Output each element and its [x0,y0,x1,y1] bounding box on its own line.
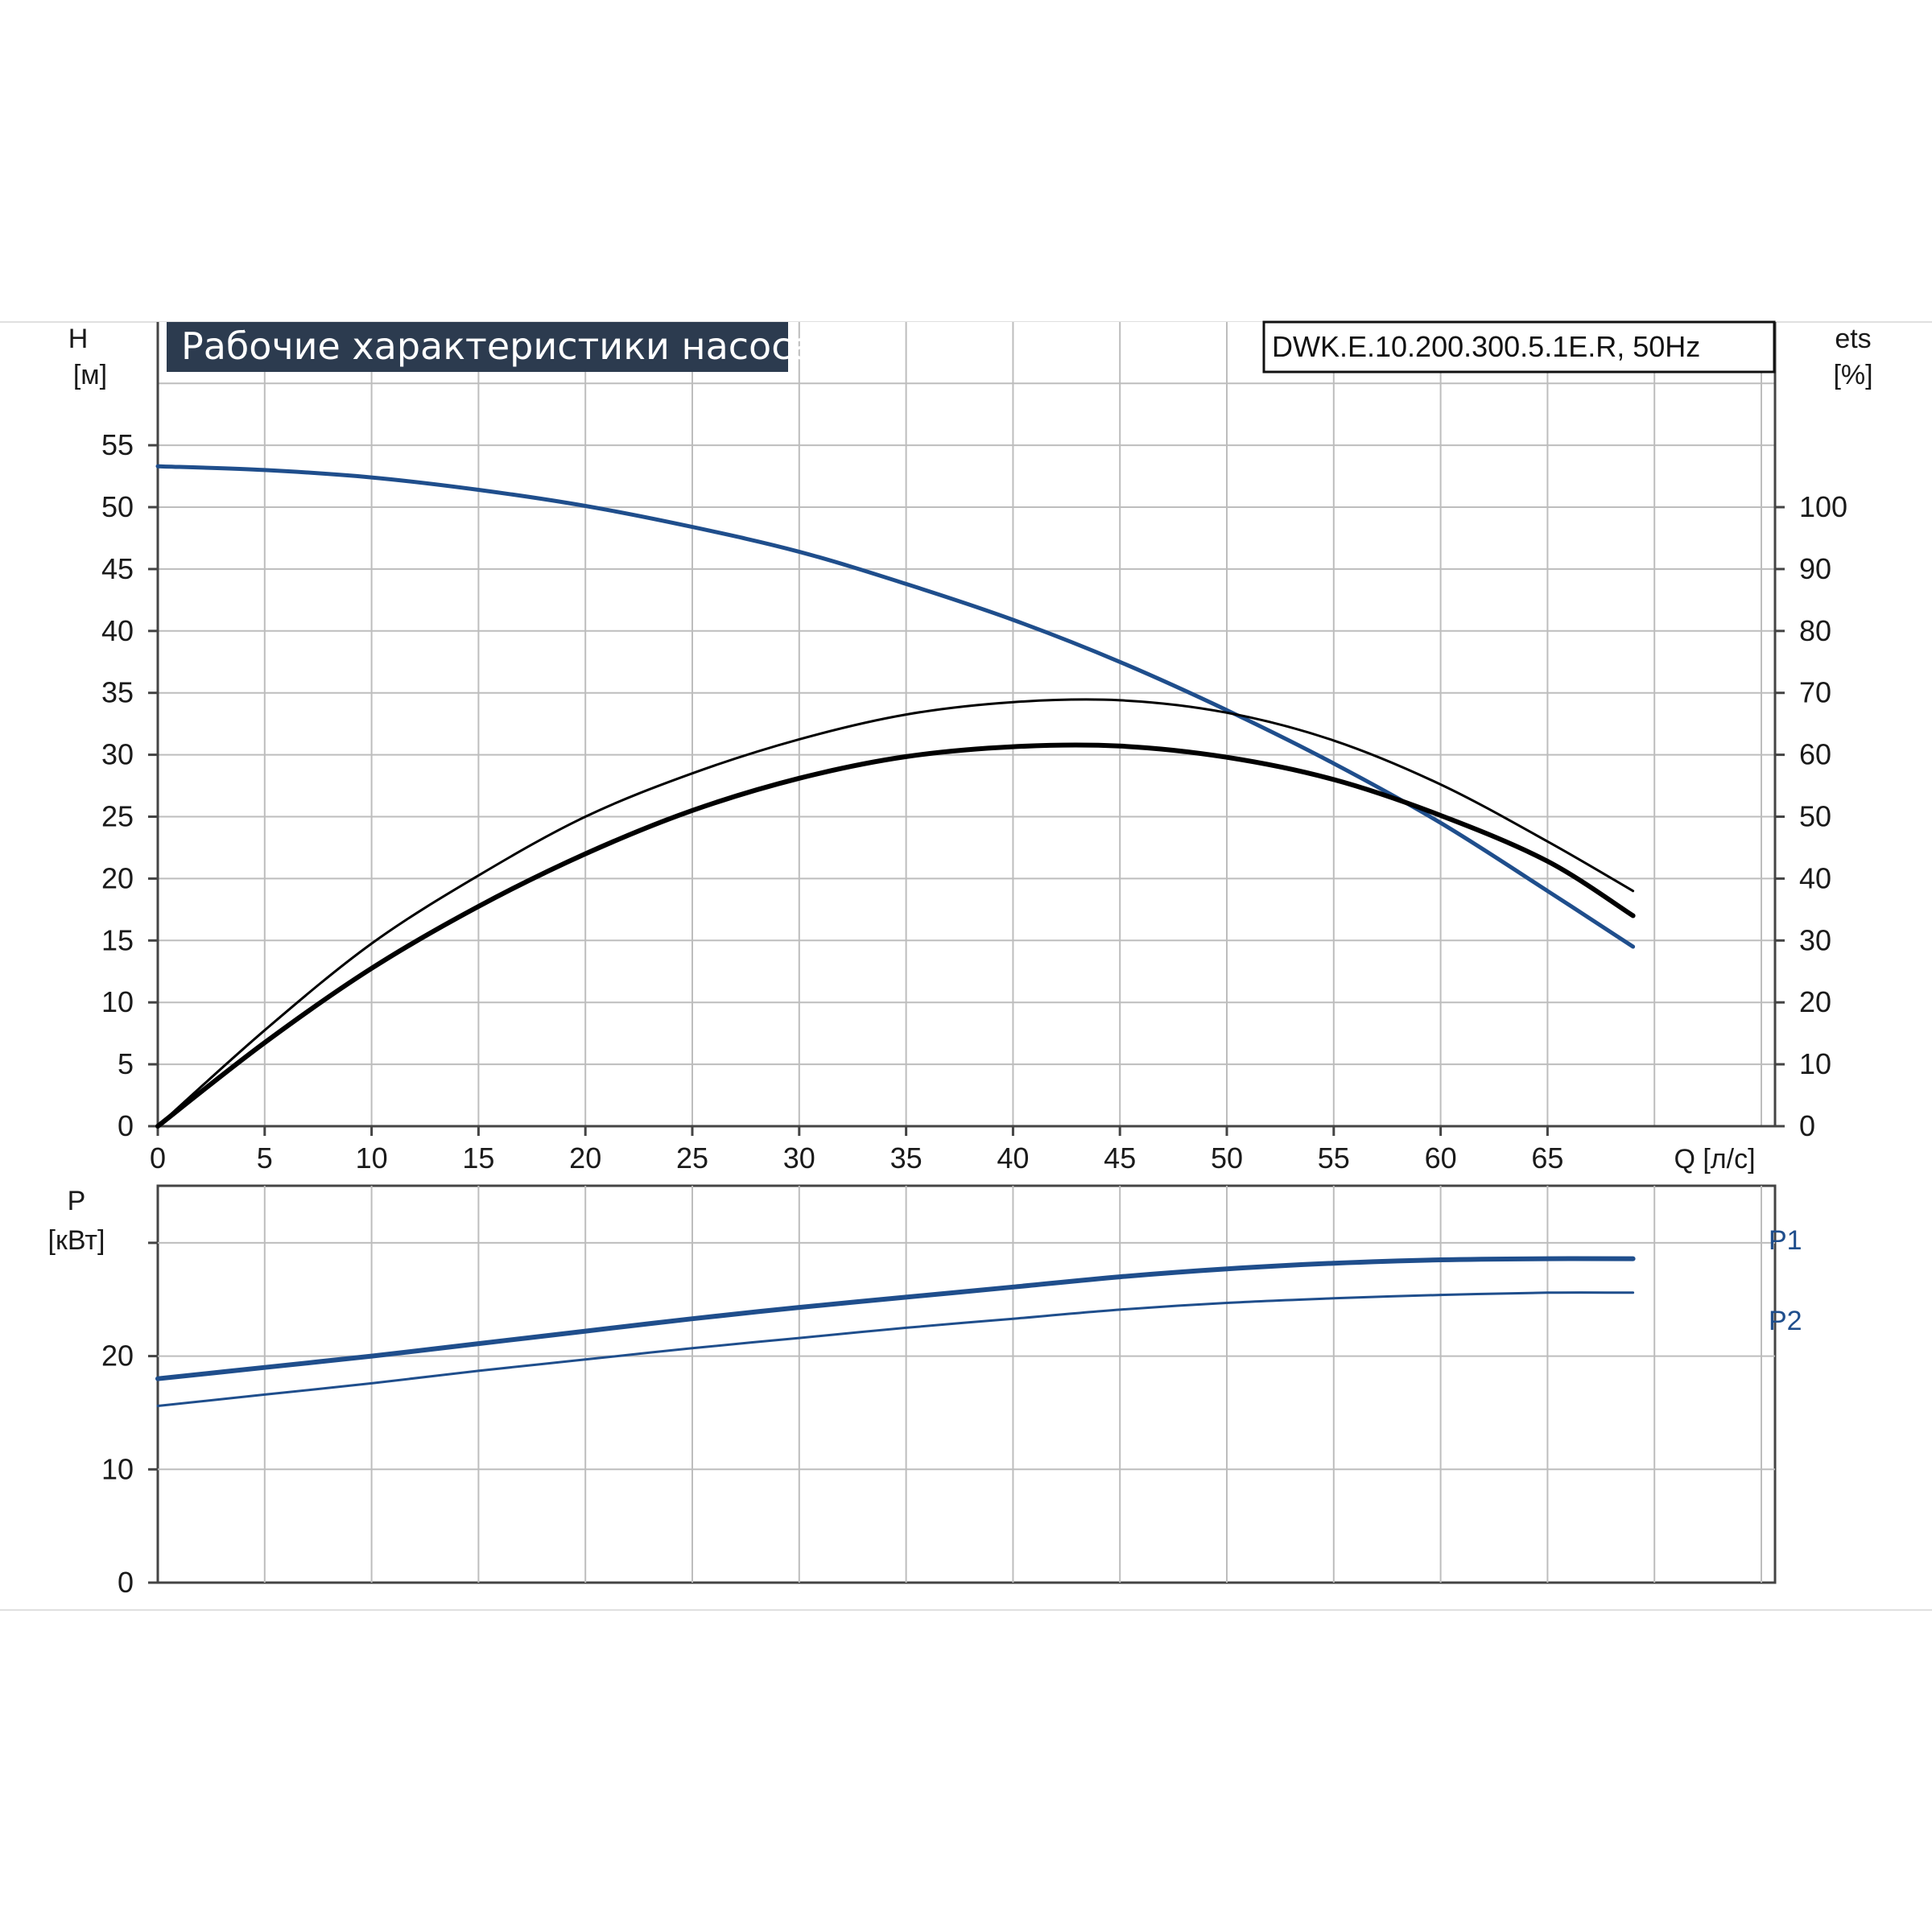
y-tick-label: 20 [101,861,134,894]
main-plot-area [158,322,1775,1126]
y2-tick-label: 90 [1799,552,1831,585]
p-tick-label: 20 [101,1340,134,1373]
q-axis-label: Q [л/с] [1674,1144,1755,1174]
x-tick-label: 50 [1211,1141,1243,1174]
y-tick-label: 50 [101,490,134,523]
x-tick-label: 25 [676,1141,708,1174]
power-curve-p1 [155,1256,1636,1381]
x-tick-label: 30 [783,1141,815,1174]
x-tick-label: 0 [150,1141,166,1174]
y2-tick-label: 70 [1799,676,1831,709]
model-label: DWK.E.10.200.300.5.1E.R, 50Hz [1272,330,1700,363]
x-tick-label: 55 [1318,1141,1350,1174]
p-tick-label: 10 [101,1452,134,1485]
chart-title: Рабочие характеристики насоса [181,324,815,368]
efficiency-curve-thick [155,742,1636,1129]
p-axis-label: P [68,1186,86,1216]
eta-axis-label: ets [1835,324,1871,354]
y-tick-label: 55 [101,428,134,461]
model-box [1262,320,1776,374]
main-chart-ticks: 0 5 10 15 20 25 30 35 40 45 50 55 60 65 0 5 10 15 20 25 30 35… [101,428,1847,1174]
power-curve-p2 [156,1291,1635,1407]
y2-tick-label: 40 [1799,861,1831,894]
x-tick-label: 65 [1531,1141,1563,1174]
y-tick-label: 45 [101,552,134,585]
p-tick-label: 0 [118,1566,134,1599]
series-label-p1: P1 [1769,1225,1802,1256]
title-box [167,322,788,372]
x-tick-label: 5 [257,1141,273,1174]
x-tick-label: 10 [356,1141,388,1174]
y2-tick-label: 100 [1799,490,1847,523]
series-label-p2: P2 [1769,1306,1802,1336]
power-chart-curves: P1 P2 [155,1225,1802,1407]
y-tick-label: 35 [101,676,134,709]
y2-tick-label: 50 [1799,800,1831,833]
y-tick-label: 30 [101,738,134,771]
y2-tick-label: 0 [1799,1109,1815,1142]
main-chart-grid [156,322,1777,1128]
y-tick-label: 25 [101,800,134,833]
power-chart-grid [156,1184,1777,1584]
y-tick-label: 40 [101,614,134,647]
power-plot-area [156,1184,1777,1584]
y2-tick-label: 60 [1799,738,1831,771]
y2-tick-label: 30 [1799,923,1831,956]
y2-tick-label: 20 [1799,985,1831,1018]
y-tick-label: 10 [101,985,134,1018]
main-chart-curves [155,464,1636,1129]
p-axis-unit: [кВт] [48,1225,105,1256]
x-tick-label: 45 [1104,1141,1136,1174]
power-chart-ticks: 0 10 20 [101,1241,158,1599]
y2-tick-label: 80 [1799,614,1831,647]
y2-tick-label: 10 [1799,1047,1831,1080]
x-tick-label: 15 [462,1141,494,1174]
x-tick-label: 40 [997,1141,1029,1174]
x-tick-label: 60 [1425,1141,1457,1174]
h-axis-unit: [м] [73,360,107,390]
eta-axis-unit: [%] [1833,360,1872,390]
efficiency-curve-thin [156,698,1635,1128]
y-tick-label: 15 [101,923,134,956]
y-tick-label: 5 [118,1047,134,1080]
h-axis-label: H [68,324,89,354]
x-tick-label: 20 [569,1141,601,1174]
x-tick-label: 35 [890,1141,923,1174]
y-tick-label: 0 [118,1109,134,1142]
